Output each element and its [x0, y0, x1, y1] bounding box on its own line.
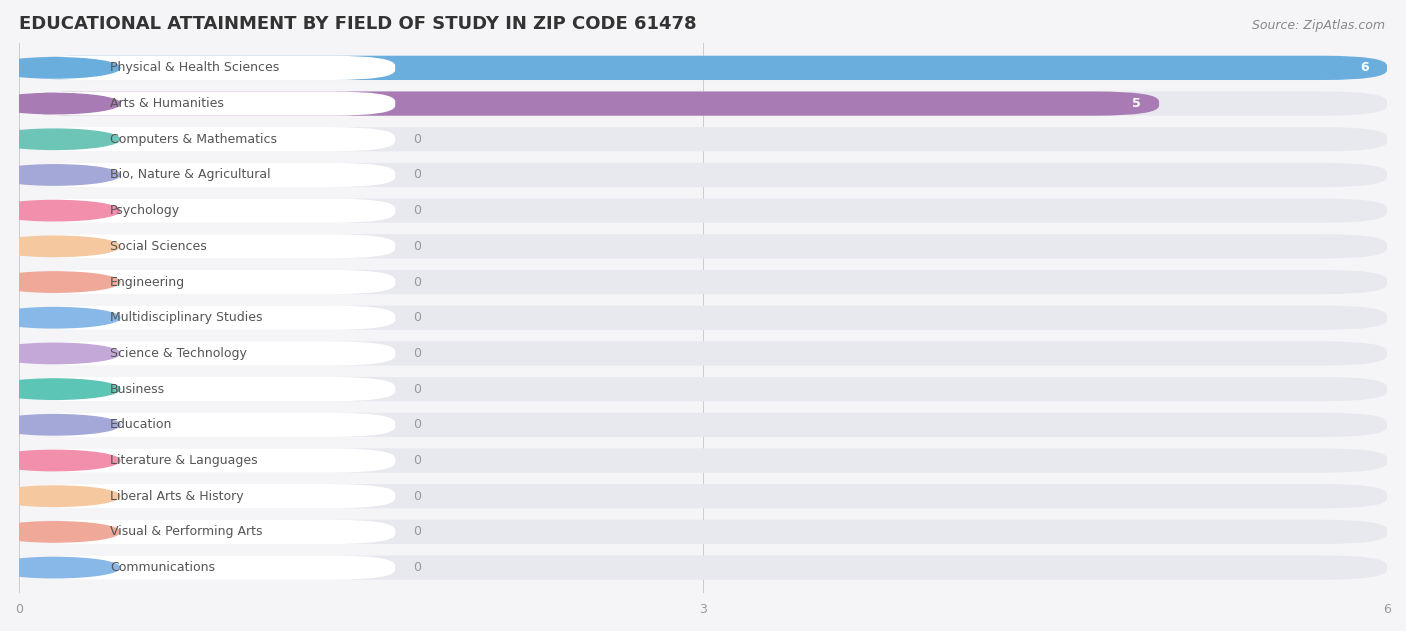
- Circle shape: [0, 415, 120, 435]
- FancyBboxPatch shape: [20, 234, 1388, 259]
- Circle shape: [0, 557, 120, 578]
- FancyBboxPatch shape: [20, 484, 1388, 509]
- FancyBboxPatch shape: [20, 555, 395, 580]
- Text: 0: 0: [413, 382, 422, 396]
- FancyBboxPatch shape: [20, 305, 1388, 330]
- FancyBboxPatch shape: [20, 377, 395, 401]
- Circle shape: [0, 343, 120, 363]
- Circle shape: [0, 201, 120, 221]
- Text: 0: 0: [413, 454, 422, 467]
- Text: 0: 0: [413, 168, 422, 182]
- Text: Physical & Health Sciences: Physical & Health Sciences: [110, 61, 280, 74]
- Text: Computers & Mathematics: Computers & Mathematics: [110, 133, 277, 146]
- FancyBboxPatch shape: [20, 56, 1388, 80]
- FancyBboxPatch shape: [20, 449, 395, 473]
- FancyBboxPatch shape: [20, 91, 395, 115]
- Text: 0: 0: [413, 418, 422, 432]
- Text: Business: Business: [110, 382, 166, 396]
- Circle shape: [0, 272, 120, 292]
- FancyBboxPatch shape: [20, 56, 1388, 80]
- FancyBboxPatch shape: [20, 520, 395, 544]
- Text: 0: 0: [413, 490, 422, 503]
- FancyBboxPatch shape: [20, 449, 1388, 473]
- FancyBboxPatch shape: [20, 56, 395, 80]
- Text: Source: ZipAtlas.com: Source: ZipAtlas.com: [1251, 19, 1385, 32]
- Text: Psychology: Psychology: [110, 204, 180, 217]
- FancyBboxPatch shape: [20, 305, 395, 330]
- Text: EDUCATIONAL ATTAINMENT BY FIELD OF STUDY IN ZIP CODE 61478: EDUCATIONAL ATTAINMENT BY FIELD OF STUDY…: [20, 15, 696, 33]
- Circle shape: [0, 486, 120, 507]
- Text: Liberal Arts & History: Liberal Arts & History: [110, 490, 243, 503]
- Text: Literature & Languages: Literature & Languages: [110, 454, 257, 467]
- FancyBboxPatch shape: [20, 413, 395, 437]
- Circle shape: [0, 451, 120, 471]
- FancyBboxPatch shape: [20, 163, 1388, 187]
- Text: 0: 0: [413, 276, 422, 288]
- Text: 0: 0: [413, 311, 422, 324]
- FancyBboxPatch shape: [20, 377, 1388, 401]
- Text: 6: 6: [1360, 61, 1369, 74]
- Text: 0: 0: [413, 204, 422, 217]
- Circle shape: [0, 236, 120, 257]
- Text: Bio, Nature & Agricultural: Bio, Nature & Agricultural: [110, 168, 271, 182]
- FancyBboxPatch shape: [20, 341, 1388, 365]
- Text: Social Sciences: Social Sciences: [110, 240, 207, 253]
- Text: 0: 0: [413, 133, 422, 146]
- FancyBboxPatch shape: [20, 91, 1388, 115]
- Text: Engineering: Engineering: [110, 276, 186, 288]
- FancyBboxPatch shape: [20, 413, 1388, 437]
- Text: Multidisciplinary Studies: Multidisciplinary Studies: [110, 311, 263, 324]
- Text: 0: 0: [413, 240, 422, 253]
- FancyBboxPatch shape: [20, 127, 1388, 151]
- FancyBboxPatch shape: [20, 520, 1388, 544]
- Text: 0: 0: [413, 561, 422, 574]
- Circle shape: [0, 307, 120, 328]
- Text: Education: Education: [110, 418, 173, 432]
- FancyBboxPatch shape: [20, 555, 1388, 580]
- Text: Science & Technology: Science & Technology: [110, 347, 247, 360]
- FancyBboxPatch shape: [20, 199, 1388, 223]
- Text: Communications: Communications: [110, 561, 215, 574]
- Circle shape: [0, 522, 120, 542]
- FancyBboxPatch shape: [20, 270, 1388, 294]
- Text: 5: 5: [1132, 97, 1140, 110]
- Text: 0: 0: [413, 347, 422, 360]
- FancyBboxPatch shape: [20, 234, 395, 259]
- Text: Visual & Performing Arts: Visual & Performing Arts: [110, 526, 263, 538]
- Circle shape: [0, 165, 120, 185]
- Circle shape: [0, 379, 120, 399]
- Circle shape: [0, 57, 120, 78]
- Circle shape: [0, 129, 120, 150]
- FancyBboxPatch shape: [20, 127, 395, 151]
- FancyBboxPatch shape: [20, 270, 395, 294]
- FancyBboxPatch shape: [20, 484, 395, 509]
- Circle shape: [0, 93, 120, 114]
- FancyBboxPatch shape: [20, 199, 395, 223]
- Text: 0: 0: [413, 526, 422, 538]
- FancyBboxPatch shape: [20, 163, 395, 187]
- Text: Arts & Humanities: Arts & Humanities: [110, 97, 224, 110]
- FancyBboxPatch shape: [20, 91, 1159, 115]
- FancyBboxPatch shape: [20, 341, 395, 365]
